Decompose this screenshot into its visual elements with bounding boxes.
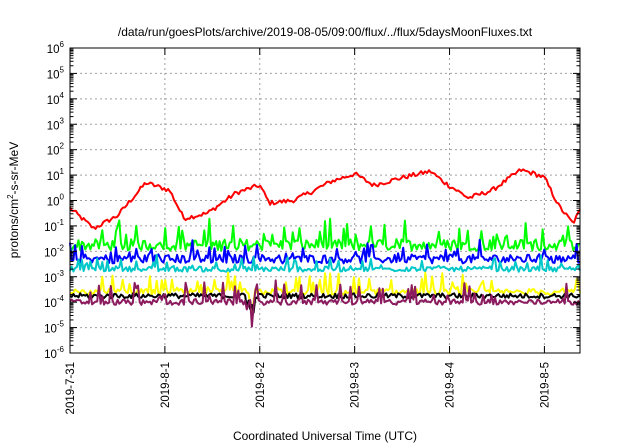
y-tick-label: 100	[47, 193, 65, 209]
y-tick-label: 102	[47, 142, 65, 158]
y-tick-exp: 4	[60, 91, 65, 100]
y-axis-ticks: 10-610-510-410-310-210-11001011021031041…	[44, 40, 580, 361]
y-tick-base: 10	[44, 273, 57, 285]
y-tick-exp: 2	[60, 142, 65, 151]
y-tick-base: 10	[44, 298, 57, 310]
y-tick-exp: 3	[60, 116, 65, 125]
x-axis-label: Coordinated Universal Time (UTC)	[233, 429, 417, 443]
y-axis-label: protons/cm2-s-sr-MeV	[6, 142, 21, 258]
y-tick-base: 10	[47, 95, 60, 107]
series-line-3	[69, 254, 581, 273]
x-tick-label: 2019-8-5	[539, 362, 551, 408]
series-line-4	[69, 271, 581, 316]
y-tick-base: 10	[47, 44, 60, 56]
series-line-6	[69, 279, 581, 328]
y-tick-label: 103	[47, 116, 65, 132]
x-tick-label: 2019-8-4	[445, 361, 457, 408]
y-tick-base: 10	[47, 146, 60, 158]
y-tick-base: 10	[47, 120, 60, 132]
y-tick-exp: -5	[57, 320, 65, 329]
series-line-2	[69, 238, 581, 265]
y-axis-label-sup: 2	[6, 194, 15, 199]
y-axis-label-rest: -s-sr-MeV	[7, 142, 21, 195]
x-tick-label: 2019-8-3	[350, 362, 362, 408]
x-tick-label: 2019-8-2	[255, 362, 267, 408]
x-tick-label: 2019-8-1	[160, 362, 172, 408]
series-lines	[69, 168, 581, 328]
y-tick-label: 106	[47, 40, 65, 56]
y-tick-exp: 5	[60, 65, 65, 74]
y-tick-exp: 6	[60, 40, 65, 49]
y-tick-base: 10	[44, 324, 57, 336]
y-tick-label: 101	[47, 167, 65, 183]
x-axis-ticks: 2019-7-31 2019-8-1 2019-8-2 2019-8-3 2019-8-…	[65, 48, 551, 414]
y-tick-exp: -2	[57, 243, 65, 252]
y-tick-base: 10	[47, 197, 60, 209]
y-tick-exp: 1	[60, 167, 65, 176]
y-tick-base: 10	[47, 69, 60, 81]
y-tick-label: 104	[47, 91, 65, 107]
series-line-1	[69, 217, 580, 252]
y-tick-label: 105	[47, 65, 65, 81]
y-tick-base: 10	[44, 349, 57, 361]
y-tick-label: 10-3	[44, 269, 64, 285]
y-tick-exp: -6	[57, 345, 65, 354]
series-line-0	[69, 168, 581, 230]
y-tick-label: 10-6	[44, 345, 64, 361]
y-tick-base: 10	[44, 222, 57, 234]
y-tick-exp: -1	[57, 218, 65, 227]
y-tick-exp: -4	[57, 294, 65, 303]
y-tick-label: 10-2	[44, 243, 64, 259]
y-tick-label: 10-4	[44, 294, 64, 310]
y-tick-base: 10	[44, 247, 57, 259]
chart-title: /data/run/goesPlots/archive/2019-08-05/0…	[118, 25, 533, 39]
y-tick-exp: -3	[57, 269, 65, 278]
y-tick-label: 10-1	[44, 218, 64, 234]
y-axis-label-main: protons/cm	[7, 199, 21, 258]
y-tick-label: 10-5	[44, 320, 64, 336]
y-tick-exp: 0	[60, 193, 65, 202]
y-tick-base: 10	[47, 171, 60, 183]
grid-lines	[70, 48, 580, 353]
x-tick-label: 2019-7-31	[65, 362, 77, 414]
